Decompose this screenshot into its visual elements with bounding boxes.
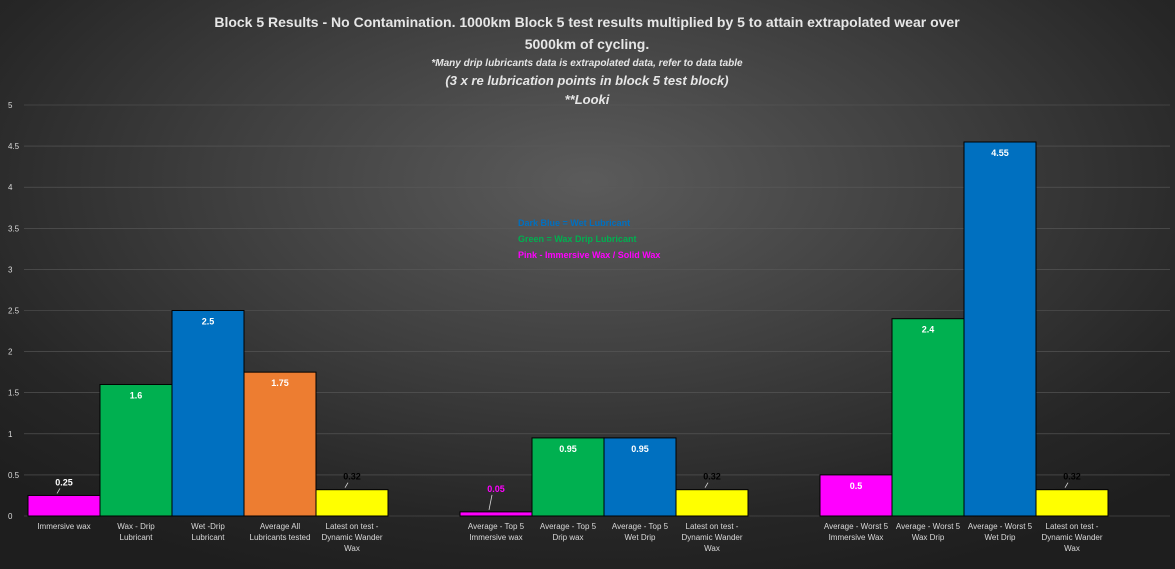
bar [531, 437, 605, 517]
bar [675, 489, 749, 517]
category-label: Average All [260, 522, 301, 531]
category-labels: Immersive wax Wax - Drip Lubricant Wet -Dri… [37, 522, 1103, 553]
data-labels: 0.25 1.6 2.5 1.75 0.32 0.05 0.95 0.95 0.32 0.5 2.4… [55, 148, 1081, 510]
data-label: 2.5 [202, 317, 215, 327]
y-tick-label: 5 [8, 101, 13, 110]
data-label: 4.55 [991, 148, 1009, 158]
category-label: Wax Drip [912, 533, 945, 542]
category-label: Wet Drip [985, 533, 1017, 542]
y-tick-label: 1.5 [8, 389, 20, 398]
data-label: 1.6 [130, 390, 143, 400]
category-label: Average - Worst 5 [824, 522, 889, 531]
leader-line [56, 488, 61, 494]
legend: Dark Blue = Wet Lubricant Green = Wax Dri… [518, 218, 660, 260]
category-label: Latest on test - [686, 522, 739, 531]
data-label: 0.5 [850, 481, 863, 491]
chart-subtitle-3: **Looki [565, 92, 610, 107]
chart-title-line2: 5000km of cycling. [525, 36, 650, 52]
bar [819, 474, 893, 517]
chart-subtitle-1: *Many drip lubricants data is extrapolat… [431, 58, 743, 69]
data-label: 0.32 [703, 472, 721, 482]
y-tick-label: 1 [8, 430, 13, 439]
y-tick-label: 0 [8, 512, 13, 521]
legend-entry: Green = Wax Drip Lubricant [518, 234, 636, 244]
category-label: Wax [704, 544, 720, 553]
y-tick-label: 2.5 [8, 307, 20, 316]
category-label: Average - Top 5 [612, 522, 669, 531]
category-label: Average - Top 5 [540, 522, 597, 531]
category-label: Latest on test - [326, 522, 379, 531]
data-label: 2.4 [922, 325, 935, 335]
category-label: Wet -Drip [191, 522, 225, 531]
category-label: Average - Top 5 [468, 522, 525, 531]
category-label: Average - Worst 5 [896, 522, 961, 531]
bars [27, 141, 1109, 517]
leader-line [1064, 482, 1069, 488]
y-tick-label: 4.5 [8, 142, 20, 151]
category-label: Immersive wax [37, 522, 90, 531]
data-label: 0.05 [487, 484, 505, 494]
category-label: Wax [344, 544, 360, 553]
category-label: Wax - Drip [117, 522, 155, 531]
legend-entry: Dark Blue = Wet Lubricant [518, 218, 630, 228]
category-label: Dynamic Wander [681, 533, 742, 542]
category-label: Dynamic Wander [321, 533, 382, 542]
bar [27, 494, 101, 517]
y-tick-label: 4 [8, 183, 13, 192]
bar [603, 437, 677, 517]
bar [891, 318, 965, 517]
category-label: Dynamic Wander [1041, 533, 1102, 542]
chart-title-group: Block 5 Results - No Contamination. 1000… [214, 14, 960, 107]
chart-subtitle-2: (3 x re lubrication points in block 5 te… [445, 73, 728, 88]
y-axis-ticks: 0 0.5 1 1.5 2 2.5 3 3.5 4 4.5 5 [8, 101, 20, 521]
data-label: 0.32 [1063, 472, 1081, 482]
bar [459, 511, 533, 517]
leader-line [704, 482, 709, 488]
y-tick-label: 0.5 [8, 471, 20, 480]
category-label: Lubricant [192, 533, 226, 542]
category-label: Immersive wax [469, 533, 522, 542]
legend-entry: Pink - Immersive Wax / Solid Wax [518, 250, 660, 260]
category-label: Lubricants tested [250, 533, 311, 542]
category-label: Immersive Wax [829, 533, 884, 542]
data-label: 1.75 [271, 378, 289, 388]
data-label: 0.25 [55, 477, 73, 487]
y-tick-label: 3.5 [8, 224, 20, 233]
category-label: Latest on test - [1046, 522, 1099, 531]
data-label: 0.32 [343, 472, 361, 482]
bar [171, 310, 245, 517]
category-label: Wet Drip [625, 533, 657, 542]
leader-line [344, 482, 349, 488]
data-label: 0.95 [631, 444, 649, 454]
y-tick-label: 2 [8, 348, 13, 357]
data-label: 0.95 [559, 444, 577, 454]
category-label: Drip wax [552, 533, 583, 542]
bar [963, 141, 1037, 517]
leader-line [488, 494, 493, 510]
bar [315, 489, 389, 517]
chart-title: Block 5 Results - No Contamination. 1000… [214, 14, 960, 30]
bar [99, 383, 173, 517]
category-label: Lubricant [120, 533, 154, 542]
category-label: Average - Worst 5 [968, 522, 1033, 531]
y-tick-label: 3 [8, 265, 13, 274]
bar [1035, 489, 1109, 517]
category-label: Wax [1064, 544, 1080, 553]
bar [243, 371, 317, 517]
